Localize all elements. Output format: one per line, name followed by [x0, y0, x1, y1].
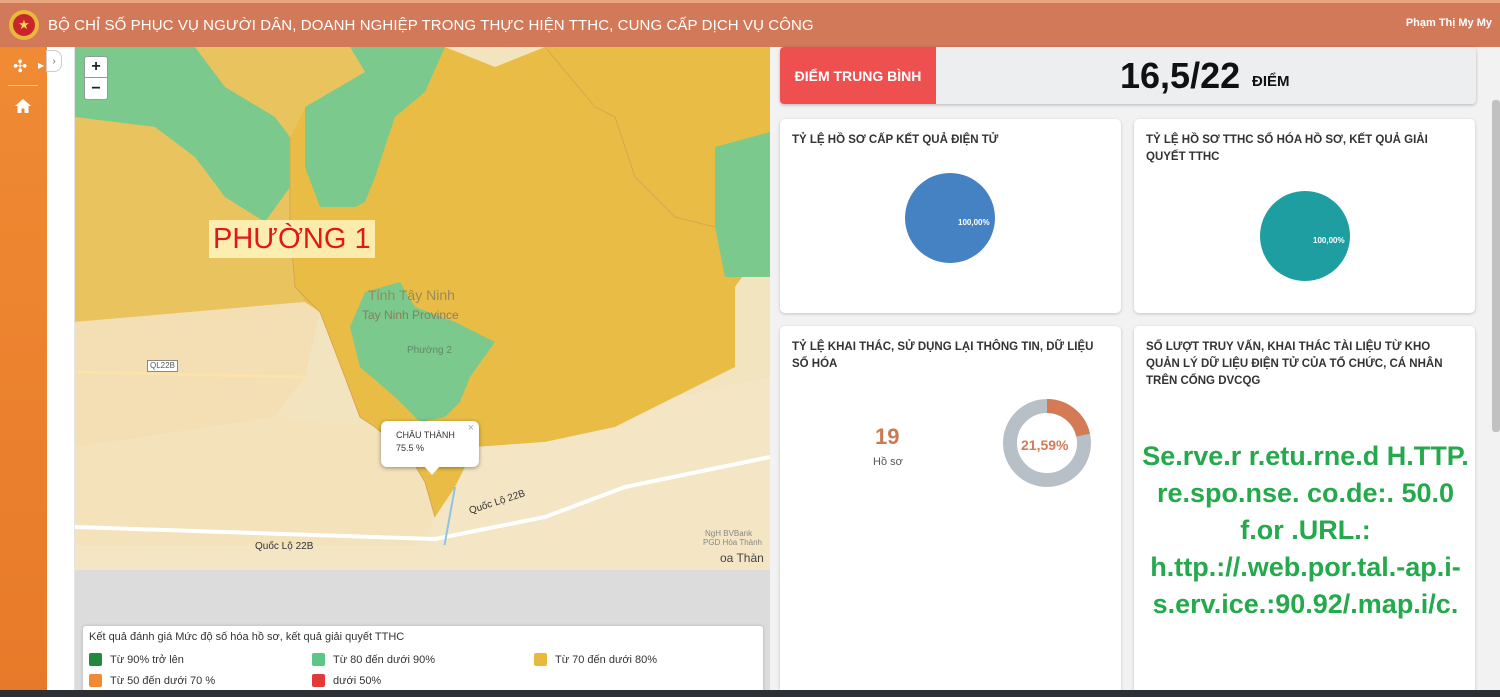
map-label-ward-2: Phường 2 — [407, 345, 452, 356]
road-sign: QL22B — [147, 360, 178, 372]
pie-label: 100,00% — [958, 218, 990, 227]
map-label-province-en: Tay Ninh Province — [362, 308, 459, 322]
legend-title: Kết quả đánh giá Mức độ số hóa hồ sơ, kế… — [89, 631, 405, 643]
national-emblem-logo: ★ — [9, 10, 39, 40]
legend-swatch — [534, 653, 547, 666]
map-label-bank: NgH BVBank — [705, 529, 753, 538]
map-label-bank-office: PGD Hòa Thành — [703, 538, 762, 547]
pie-chart[interactable] — [905, 173, 995, 263]
record-count: 19 — [875, 424, 900, 449]
caret-right-icon[interactable]: ▶ — [38, 61, 45, 70]
chevron-right-icon: › — [52, 55, 56, 67]
popup-name: CHÂU THÀNH — [396, 430, 455, 440]
compass-icon[interactable]: ✣ — [13, 57, 28, 76]
legend-item: Từ 70 đến dưới 80% — [534, 653, 657, 666]
score-value: 16,5/22 — [1120, 55, 1241, 96]
map-label-hoa-thanh: oa Thàn — [720, 551, 764, 565]
sidebar-divider — [8, 85, 38, 86]
map-label-province: Tỉnh Tây Ninh — [368, 287, 455, 303]
zoom-out-button[interactable]: − — [84, 78, 108, 100]
close-icon[interactable]: × — [467, 422, 474, 434]
digitized-record-card: TỶ LỆ HỒ SƠ TTHC SỐ HÓA HỒ SƠ, KẾT QUẢ G… — [1134, 119, 1475, 313]
sidebar: ✣ ▶ — [0, 47, 47, 697]
scrollbar[interactable] — [1492, 100, 1500, 432]
map-regions — [75, 47, 770, 570]
pie-label: 100,00% — [1313, 236, 1345, 245]
legend-swatch — [312, 653, 325, 666]
popup-tip — [424, 466, 440, 475]
zoom-in-button[interactable]: + — [84, 56, 108, 78]
card-title: TỶ LỆ KHAI THÁC, SỬ DỤNG LẠI THÔNG TIN, … — [792, 341, 1094, 370]
data-reuse-card: TỶ LỆ KHAI THÁC, SỬ DỤNG LẠI THÔNG TIN, … — [780, 326, 1121, 697]
legend-label: Từ 90% trở lên — [110, 653, 184, 666]
stats-panel: ĐIỂM TRUNG BÌNH 16,5/22 ĐIỂM TỶ LỆ HỒ SƠ… — [770, 47, 1500, 697]
legend-label: dưới 50% — [333, 674, 382, 687]
sidebar-toggle-button[interactable]: › — [46, 50, 62, 72]
legend-item: dưới 50% — [312, 674, 381, 687]
legend-swatch — [89, 653, 102, 666]
top-bar: ★ BỘ CHỈ SỐ PHỤC VỤ NGƯỜI DÂN, DOANH NGH… — [0, 0, 1500, 47]
donut-label: 21,59% — [1021, 437, 1069, 453]
page-title: BỘ CHỈ SỐ PHỤC VỤ NGƯỜI DÂN, DOANH NGHIỆ… — [48, 16, 814, 34]
taskbar-strip — [0, 690, 1500, 697]
map-popup: × CHÂU THÀNH 75.5 % — [381, 421, 479, 475]
query-count-card: SỐ LƯỢT TRUY VẤN, KHAI THÁC TÀI LIỆU TỪ … — [1134, 326, 1475, 697]
legend-label: Từ 70 đến dưới 80% — [555, 653, 658, 666]
card-title: SỐ LƯỢT TRUY VẤN, KHAI THÁC TÀI LIỆU TỪ … — [1146, 341, 1443, 387]
legend-item: Từ 90% trở lên — [89, 653, 184, 666]
legend-swatch — [89, 674, 102, 687]
score-label: ĐIỂM TRUNG BÌNH — [780, 47, 936, 104]
electronic-result-card: TỶ LỆ HỒ SƠ CẤP KẾT QUẢ ĐIỆN TỬ 100,00% — [780, 119, 1121, 313]
map-view[interactable]: + − Tỉnh Tây Ninh Tay Ninh Province Phườ… — [75, 47, 770, 570]
map-legend: Kết quả đánh giá Mức độ số hóa hồ sơ, kế… — [83, 626, 763, 697]
popup-value: 75.5 % — [396, 443, 425, 453]
record-count-unit: Hồ sơ — [873, 456, 903, 468]
average-score-card: ĐIỂM TRUNG BÌNH 16,5/22 ĐIỂM — [780, 47, 1476, 104]
donut-arc — [1046, 399, 1090, 438]
user-name[interactable]: Phạm Thị My My — [1405, 17, 1492, 29]
legend-label: Từ 80 đến dưới 90% — [333, 653, 436, 666]
legend-item: Từ 50 đến dưới 70 % — [89, 674, 215, 687]
legend-item: Từ 80 đến dưới 90% — [312, 653, 435, 666]
map-label-road: Quốc Lộ 22B — [255, 541, 314, 552]
pie-chart[interactable] — [1260, 191, 1350, 281]
legend-label: Từ 50 đến dưới 70 % — [110, 674, 216, 687]
card-title: TỶ LỆ HỒ SƠ TTHC SỐ HÓA HỒ SƠ, KẾT QUẢ G… — [1146, 134, 1428, 163]
score-unit: ĐIỂM — [1252, 73, 1290, 90]
card-title: TỶ LỆ HỒ SƠ CẤP KẾT QUẢ ĐIỆN TỬ — [792, 134, 999, 146]
error-message: Se.rve.r r.etu.rne.d H.TTP. re.spo.nse. … — [1142, 441, 1469, 619]
donut-chart[interactable] — [1001, 397, 1093, 489]
legend-swatch — [312, 674, 325, 687]
ward-label: PHƯỜNG 1 — [209, 220, 375, 258]
sidebar-gutter — [47, 47, 75, 697]
home-icon[interactable] — [15, 99, 31, 113]
